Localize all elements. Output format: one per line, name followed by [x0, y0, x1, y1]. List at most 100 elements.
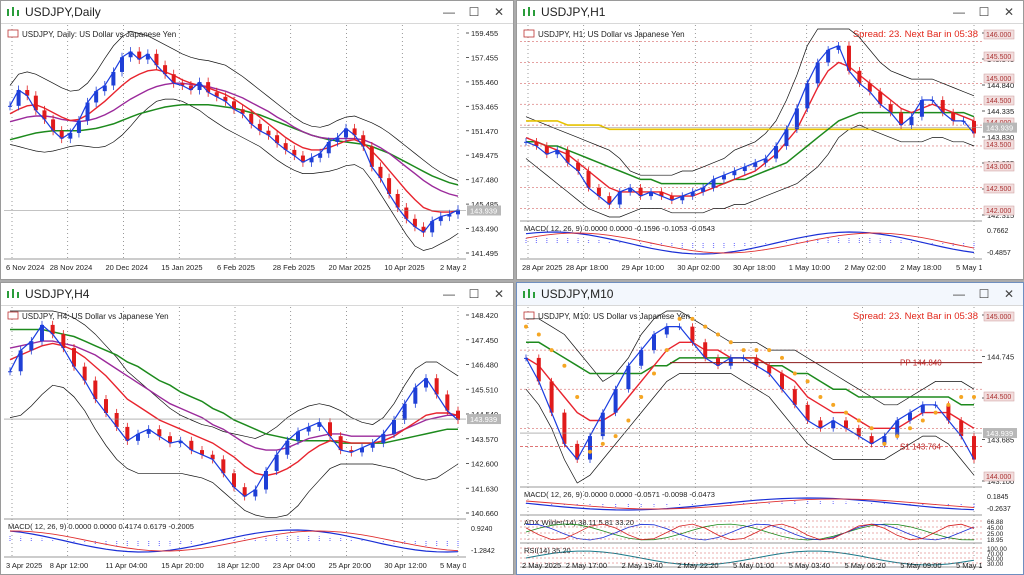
parabolic-sar-dot	[780, 355, 784, 360]
time-label: 30 Apr 18:00	[733, 263, 776, 272]
macd-top-label: 0.1845	[987, 494, 1009, 501]
maximize-icon[interactable]: ☐	[468, 287, 480, 301]
candle-body	[878, 91, 883, 105]
price-label: 143.490	[471, 225, 498, 234]
candle-body	[378, 166, 383, 179]
chart-icon	[523, 7, 535, 16]
price-label: 144.335	[987, 107, 1014, 116]
time-label: 15 Apr 20:00	[161, 561, 204, 570]
candle-body	[774, 145, 779, 159]
candle-body	[200, 450, 204, 455]
candle-body	[951, 112, 956, 121]
chart-window-daily[interactable]: USDJPY,Daily — ☐ ✕ USDJPY, Daily: US Dol…	[0, 0, 514, 280]
candle-body	[8, 371, 12, 373]
parabolic-sar-dot	[831, 402, 836, 407]
candle-body	[732, 171, 737, 176]
candle-body	[395, 193, 400, 208]
parabolic-sar-dot	[716, 332, 720, 337]
time-label: 18 Apr 12:00	[217, 561, 260, 570]
price-label: 147.450	[471, 336, 498, 345]
window-titlebar[interactable]: USDJPY,M10 — ☐ ✕	[517, 283, 1023, 306]
maximize-icon[interactable]: ☐	[978, 287, 990, 301]
ma-blue-line	[525, 326, 975, 461]
level-box	[983, 183, 1015, 194]
candle-body	[690, 191, 695, 197]
minimize-icon[interactable]: —	[953, 287, 965, 301]
candle-body	[920, 404, 925, 413]
macd-main-line	[525, 231, 975, 255]
candle-body	[206, 82, 211, 93]
candle-body	[360, 447, 364, 453]
candle-body	[292, 149, 297, 156]
candle-body	[909, 116, 914, 126]
price-chart[interactable]: USDJPY, Daily: US Dollar vs Japanese Yen…	[4, 25, 466, 273]
minimize-icon[interactable]: —	[443, 5, 455, 19]
candle-body	[253, 489, 258, 497]
chart-window-m10[interactable]: USDJPY,M10 — ☐ ✕ USDJPY, M10: US Dollar …	[516, 282, 1024, 575]
time-label: 1 May 10:00	[789, 263, 830, 272]
price-chart[interactable]: USDJPY, H4: US Dollar vs Japanese Yen MAC…	[4, 307, 466, 571]
rsi-label: RSI(14) 35.20	[524, 546, 571, 555]
candle-body	[285, 440, 290, 455]
candle-body	[430, 221, 435, 233]
adx-level-label: 18.95	[987, 537, 1004, 544]
chart-window-h4[interactable]: USDJPY,H4 — ☐ ✕ USDJPY, H4: US Dollar vs…	[0, 282, 514, 575]
candle-body	[72, 348, 76, 367]
candle-body	[424, 378, 428, 388]
maximize-icon[interactable]: ☐	[978, 5, 990, 19]
minimize-icon[interactable]: —	[443, 287, 455, 301]
candle-body	[754, 357, 759, 366]
candle-body	[626, 365, 631, 390]
current-price-label: 143.939	[986, 124, 1013, 133]
time-label: 15 Jan 2025	[161, 263, 202, 272]
candle-body	[701, 187, 706, 192]
time-label: 28 Nov 2024	[50, 263, 93, 272]
current-price-box	[467, 414, 501, 425]
window-titlebar[interactable]: USDJPY,H1 — ☐ ✕	[517, 1, 1023, 24]
bollinger-lower	[9, 384, 459, 518]
parabolic-sar-dot	[933, 410, 938, 415]
level-box	[983, 391, 1015, 402]
candle-body	[232, 101, 236, 110]
price-chart[interactable]: USDJPY, M10: US Dollar vs Japanese Yen Sp…	[520, 307, 982, 571]
candle-body	[232, 473, 236, 488]
current-price-label: 143.939	[470, 415, 497, 424]
adx-level-label: 66.88	[987, 519, 1004, 526]
time-label: 2 May 2025	[440, 263, 466, 272]
window-titlebar[interactable]: USDJPY,H4 — ☐ ✕	[1, 283, 513, 306]
chart-window-h1[interactable]: USDJPY,H1 — ☐ ✕ USDJPY, H1: US Dollar vs…	[516, 0, 1024, 280]
time-label: 5 May 01:00	[733, 561, 774, 570]
parabolic-sar-dot	[895, 434, 900, 439]
level-box	[983, 161, 1015, 172]
candle-body	[844, 420, 848, 429]
parabolic-sar-dot	[754, 348, 759, 353]
candle-body	[690, 326, 695, 343]
time-label: 2 May 19:40	[622, 561, 663, 570]
maximize-icon[interactable]: ☐	[468, 5, 480, 19]
candle-body	[264, 470, 268, 490]
window-titlebar[interactable]: USDJPY,Daily — ☐ ✕	[1, 1, 513, 24]
bollinger-lower	[525, 124, 975, 218]
close-icon[interactable]: ✕	[493, 5, 505, 19]
candle-body	[784, 129, 789, 146]
candle-body	[669, 196, 674, 201]
time-label: 2 May 02:00	[845, 263, 886, 272]
close-icon[interactable]: ✕	[1003, 5, 1015, 19]
candle-body	[16, 90, 21, 106]
minimize-icon[interactable]: —	[953, 5, 965, 19]
bollinger-upper	[10, 310, 459, 439]
candle-body	[588, 436, 592, 460]
close-icon[interactable]: ✕	[1003, 287, 1015, 301]
price-chart[interactable]: USDJPY, H1: US Dollar vs Japanese Yen Spr…	[520, 25, 982, 273]
window-title: USDJPY,H4	[25, 287, 90, 301]
adx-level-label: 45.00	[987, 525, 1004, 532]
candle-body	[831, 420, 836, 429]
close-icon[interactable]: ✕	[493, 287, 505, 301]
candle-body	[168, 436, 172, 444]
rsi-level-label: 30.00	[987, 561, 1004, 568]
price-label: 142.315	[987, 211, 1014, 220]
price-label: 143.570	[471, 435, 498, 444]
price-label: 145.485	[471, 200, 498, 209]
adx-line	[525, 523, 975, 541]
candle-body	[283, 143, 288, 150]
